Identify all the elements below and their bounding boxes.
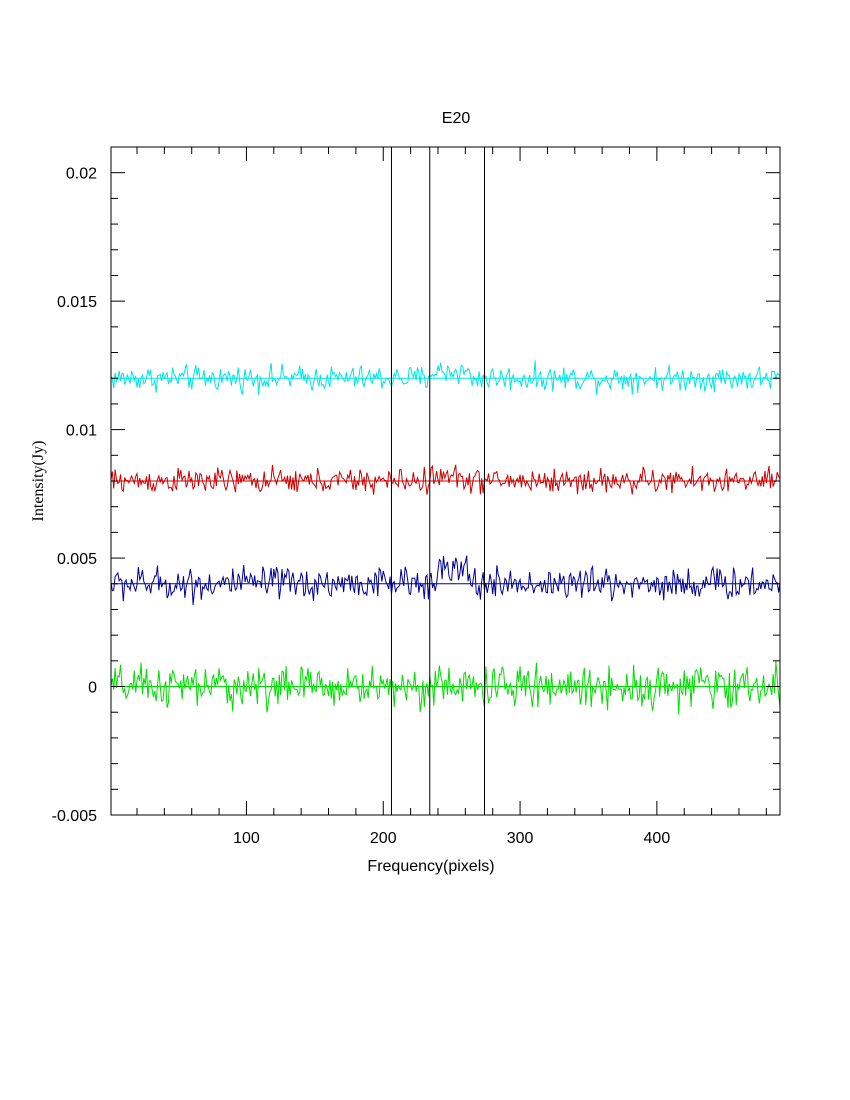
series-layer bbox=[110, 360, 781, 715]
y-axis-label: Intensity(Jy) bbox=[30, 441, 47, 522]
vertical-markers bbox=[390, 147, 485, 815]
y-tick-label: 0.005 bbox=[57, 551, 97, 568]
series-line-2 bbox=[110, 555, 781, 605]
x-tick-labels: 100 200 300 400 bbox=[233, 830, 670, 847]
x-tick-label: 200 bbox=[370, 830, 397, 847]
chart-title: E20 bbox=[442, 110, 471, 127]
y-tick-label: -0.005 bbox=[52, 808, 97, 825]
series-line-0 bbox=[110, 360, 781, 395]
x-axis-label: Frequency(pixels) bbox=[367, 858, 494, 875]
y-tick-labels: -0.005 0 0.005 0.01 0.015 0.02 bbox=[52, 166, 97, 825]
series-line-3 bbox=[110, 661, 781, 715]
y-tick-label: 0 bbox=[88, 680, 97, 697]
x-tick-label: 400 bbox=[644, 830, 671, 847]
y-tick-label: 0.01 bbox=[66, 423, 97, 440]
series-line-1 bbox=[110, 464, 781, 495]
y-tick-label: 0.015 bbox=[57, 294, 97, 311]
x-tick-label: 300 bbox=[507, 830, 534, 847]
x-tick-label: 100 bbox=[233, 830, 260, 847]
axis-ticks bbox=[111, 146, 780, 816]
y-tick-label: 0.02 bbox=[66, 166, 97, 183]
